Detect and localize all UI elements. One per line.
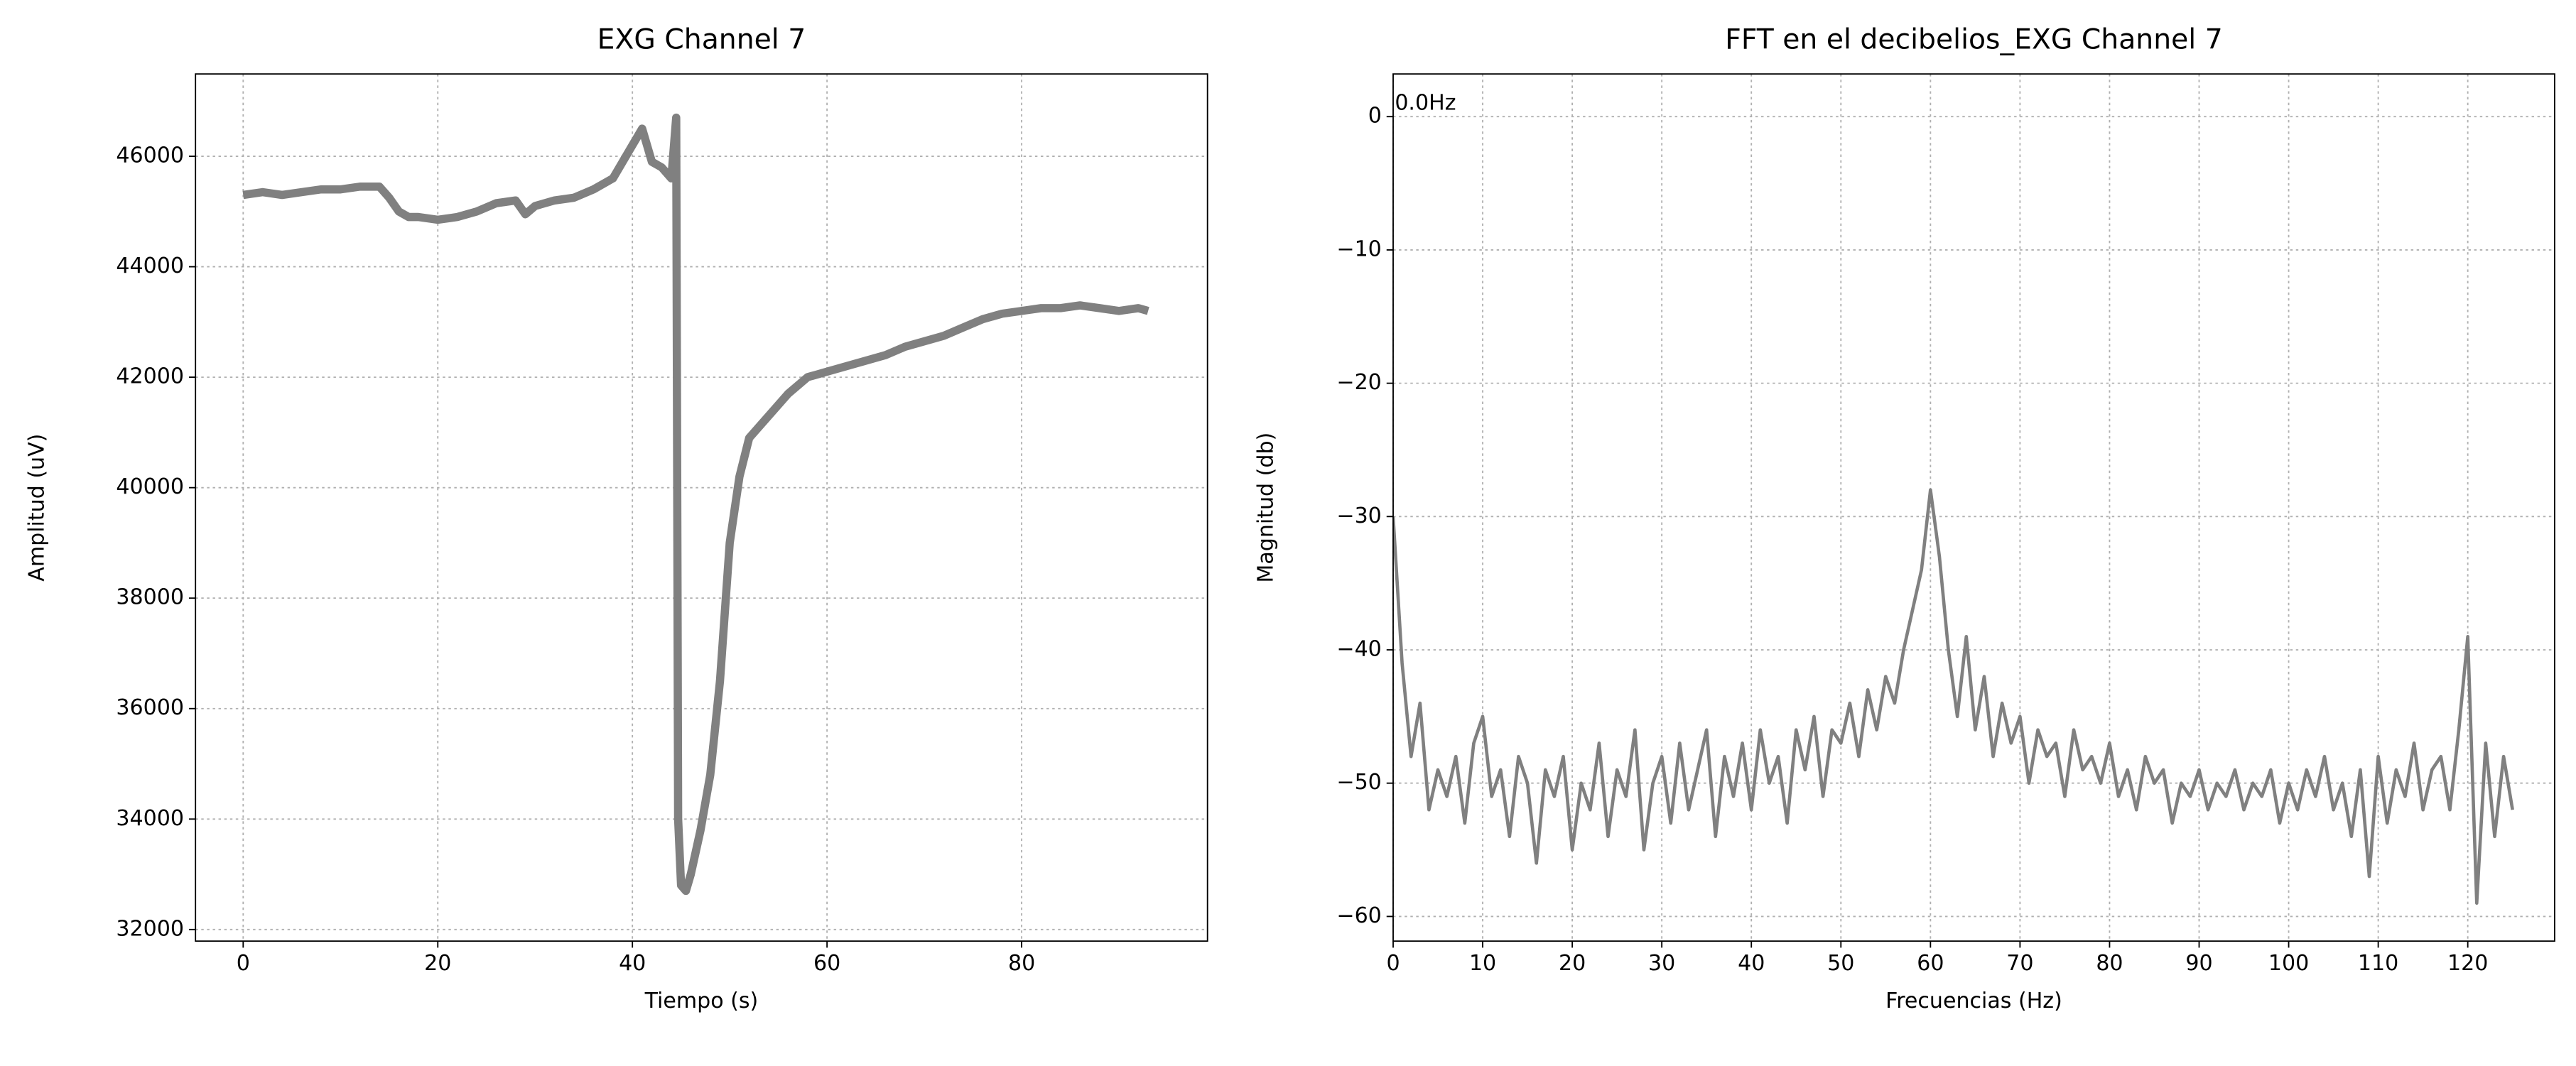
x-tick-label: 40 (1738, 951, 1765, 976)
x-tick-label: 30 (1648, 951, 1675, 976)
y-tick-label: −50 (1336, 770, 1381, 795)
y-tick-label: −20 (1336, 370, 1381, 395)
y-tick-label: 42000 (116, 364, 184, 389)
y-tick-label: −30 (1336, 504, 1381, 528)
x-tick-label: 60 (813, 951, 840, 976)
y-tick-label: 36000 (116, 695, 184, 720)
y-tick-label: 32000 (116, 916, 184, 941)
plot-frame (1392, 73, 2555, 942)
x-tick-label: 50 (1827, 951, 1854, 976)
y-tick-label: −60 (1336, 903, 1381, 928)
y-tick-label: −10 (1336, 236, 1381, 261)
x-tick-label: 70 (2006, 951, 2033, 976)
x-tick-label: 120 (2447, 951, 2488, 976)
y-tick-label: 38000 (116, 585, 184, 610)
x-tick-label: 0 (237, 951, 250, 976)
y-axis-label: Magnitud (db) (1253, 433, 1278, 583)
chart-title: FFT en el decibelios_EXG Channel 7 (1725, 23, 2222, 55)
y-tick-label: 0 (1368, 104, 1382, 129)
y-tick-label: −40 (1336, 637, 1381, 662)
annotation: 0.0Hz (1395, 90, 1456, 115)
x-tick-label: 80 (1008, 951, 1035, 976)
x-tick-label: 110 (2358, 951, 2398, 976)
y-axis-label: Amplitud (uV) (25, 434, 50, 582)
y-tick-label: 46000 (116, 143, 184, 168)
y-tick-label: 40000 (116, 474, 184, 499)
x-tick-label: 60 (1917, 951, 1944, 976)
x-tick-label: 0 (1386, 951, 1400, 976)
x-axis-label: Frecuencias (Hz) (1885, 989, 2062, 1013)
y-tick-label: 44000 (116, 254, 184, 278)
data-line (1393, 488, 2514, 905)
x-axis-label: Tiempo (s) (644, 989, 759, 1013)
x-tick-label: 10 (1469, 951, 1496, 976)
x-tick-label: 100 (2268, 951, 2309, 976)
x-tick-label: 20 (424, 951, 451, 976)
plot-frame (195, 73, 1208, 942)
chart-title: EXG Channel 7 (597, 23, 806, 55)
x-tick-label: 40 (619, 951, 646, 976)
x-tick-label: 80 (2096, 951, 2123, 976)
data-line (242, 113, 1149, 896)
y-tick-label: 34000 (116, 806, 184, 831)
x-tick-label: 90 (2185, 951, 2212, 976)
x-tick-label: 20 (1559, 951, 1586, 976)
